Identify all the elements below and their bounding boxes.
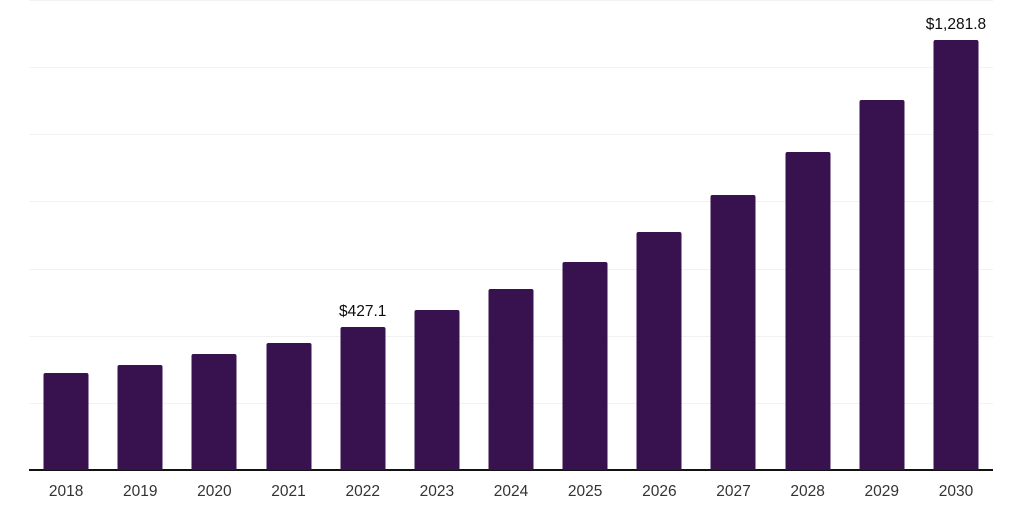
bar-2027 [710, 194, 756, 470]
gridline-800 [29, 201, 993, 203]
x-axis-tick-labels: 2018 2019 2020 2021 2022 2023 2024 2025 2026 2027… [29, 483, 993, 502]
x-tick-2029: 2029 [864, 483, 900, 500]
bar-2028 [785, 151, 831, 470]
bar-2029 [859, 99, 905, 470]
x-tick-2018: 2018 [48, 483, 84, 500]
x-tick-2020: 2020 [197, 483, 232, 500]
bar-slot-2018 [29, 0, 103, 470]
bar-slot-2022: $427.1 [326, 0, 400, 470]
bar-slot-2027 [696, 0, 770, 470]
gridline-1200 [29, 67, 993, 69]
gridline-600 [29, 268, 993, 270]
x-tick-2030: 2030 [938, 483, 974, 500]
x-tick-2023: 2023 [419, 483, 455, 500]
bar-slot-2020 [177, 0, 251, 470]
bar-2024 [488, 288, 534, 470]
gridline-1000 [29, 134, 993, 136]
bar-2025 [562, 261, 608, 470]
x-tick-2025: 2025 [567, 483, 603, 500]
x-tick-2027: 2027 [716, 483, 751, 500]
bar-slot-2021 [251, 0, 325, 470]
bar-series: $427.1 $1,281.8 [29, 0, 993, 470]
gridline-1400 [29, 0, 993, 1]
bar-slot-2028 [771, 0, 845, 470]
plot-area: $427.1 $1,281.8 [29, 0, 993, 470]
bar-2023 [414, 309, 460, 470]
x-tick-2022: 2022 [345, 483, 380, 500]
bar-slot-2026 [622, 0, 696, 470]
data-label-2030: $1,281.8 [925, 16, 987, 34]
x-tick-2024: 2024 [493, 483, 529, 500]
bar-slot-2029 [845, 0, 919, 470]
bar-2021 [266, 342, 312, 470]
bar-2018 [43, 373, 89, 470]
bar-2022 [340, 326, 386, 470]
bar-slot-2024 [474, 0, 548, 470]
x-tick-2019: 2019 [122, 483, 158, 500]
bar-slot-2025 [548, 0, 622, 470]
bar-slot-2030: $1,281.8 [919, 0, 993, 470]
bar-slot-2019 [103, 0, 177, 470]
bar-2030 [933, 39, 979, 470]
bar-2020 [191, 353, 237, 470]
bar-2019 [117, 364, 163, 470]
bar-2026 [636, 231, 682, 470]
data-label-2022: $427.1 [338, 303, 387, 321]
x-tick-2021: 2021 [271, 483, 306, 500]
bar-slot-2023 [400, 0, 474, 470]
x-tick-2028: 2028 [790, 483, 825, 500]
x-axis-line [29, 469, 993, 471]
x-tick-2026: 2026 [642, 483, 677, 500]
